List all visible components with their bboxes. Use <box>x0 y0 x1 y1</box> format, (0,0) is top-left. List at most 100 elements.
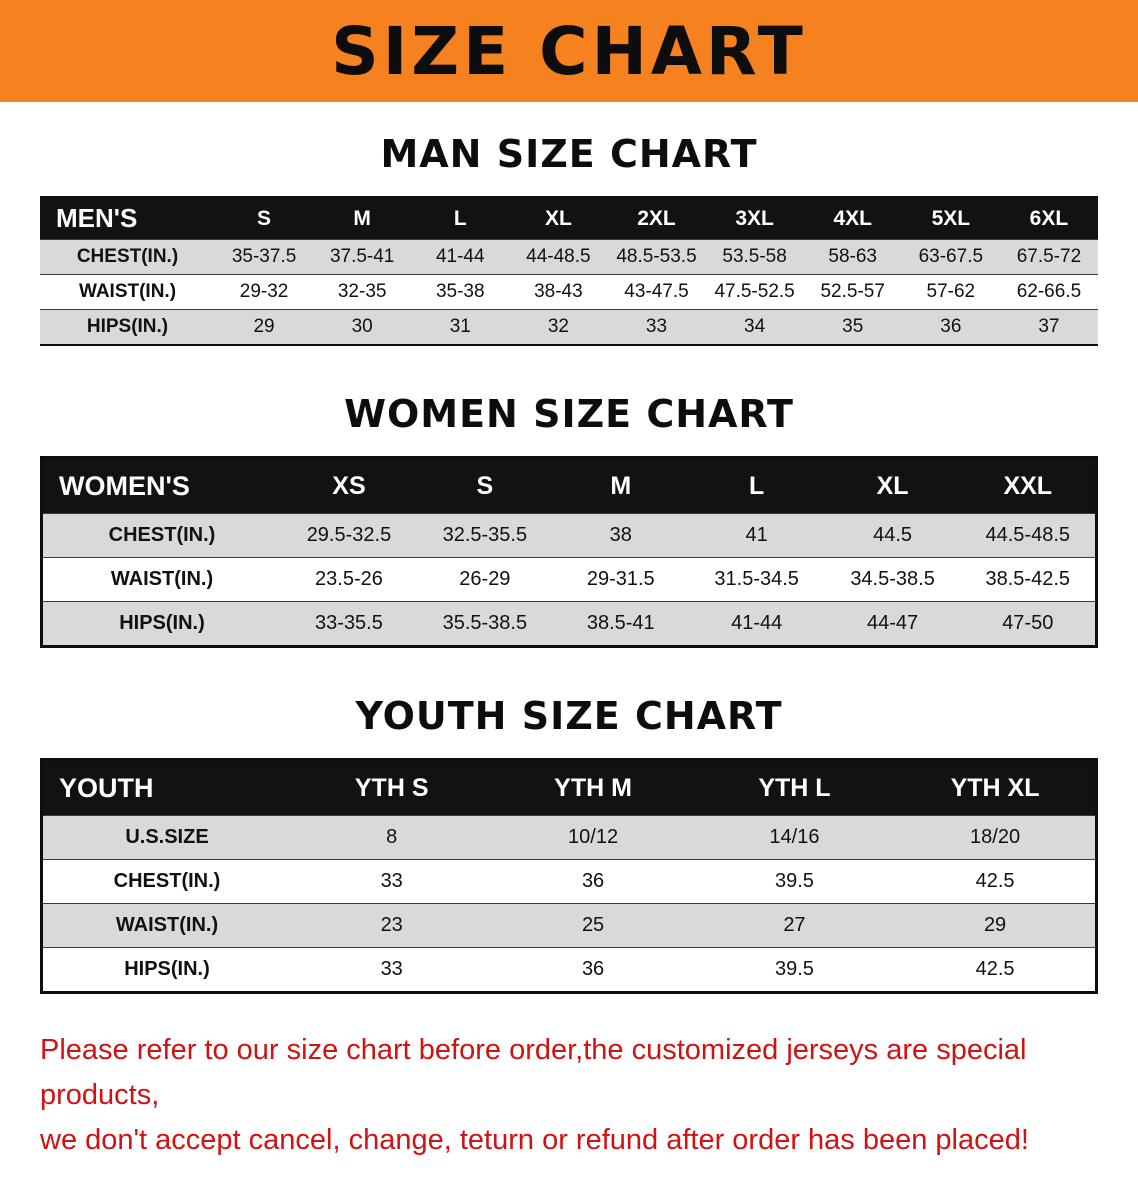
value-cell: 48.5-53.5 <box>607 239 706 275</box>
value-cell: 33 <box>607 309 706 345</box>
table-row: CHEST(IN.) 33 36 39.5 42.5 <box>41 859 1097 904</box>
value-cell: 29.5-32.5 <box>281 513 417 558</box>
value-cell: 25 <box>492 903 694 948</box>
value-cell: 30 <box>313 309 412 345</box>
value-cell: 34 <box>705 309 804 345</box>
size-chart-banner: SIZE CHART <box>0 0 1138 102</box>
value-cell: 8 <box>291 815 493 860</box>
value-cell: 37.5-41 <box>313 239 412 275</box>
value-cell: 35 <box>803 309 902 345</box>
size-header-cell: 3XL <box>705 197 804 240</box>
row-label-cell: WAIST(IN.) <box>40 274 215 310</box>
row-label-cell: HIPS(IN.) <box>41 601 281 647</box>
value-cell: 53.5-58 <box>705 239 804 275</box>
row-label-cell: CHEST(IN.) <box>41 513 281 558</box>
table-row: WAIST(IN.) 23.5-26 26-29 29-31.5 31.5-34.5 34… <box>41 557 1097 602</box>
value-cell: 38.5-41 <box>552 601 689 647</box>
value-cell: 31 <box>411 309 510 345</box>
value-cell: 35-37.5 <box>215 239 314 275</box>
row-label-cell: CHEST(IN.) <box>41 859 291 904</box>
size-header-cell: XL <box>824 457 961 514</box>
section-heading: WOMEN SIZE CHART <box>344 392 794 436</box>
value-cell: 43-47.5 <box>607 274 706 310</box>
value-cell: 38 <box>552 513 689 558</box>
value-cell: 62-66.5 <box>999 274 1098 310</box>
size-header-cell: L <box>411 197 510 240</box>
size-header-cell: XS <box>281 457 417 514</box>
size-header-cell: M <box>313 197 412 240</box>
value-cell: 39.5 <box>693 947 896 993</box>
value-cell: 32 <box>509 309 608 345</box>
size-header-cell: S <box>416 457 553 514</box>
order-policy-note: Please refer to our size chart before or… <box>0 1028 1138 1163</box>
value-cell: 42.5 <box>895 947 1097 993</box>
value-cell: 41-44 <box>411 239 510 275</box>
value-cell: 58-63 <box>803 239 902 275</box>
value-cell: 67.5-72 <box>999 239 1098 275</box>
size-chart-section: YOUTH SIZE CHART YOUTH YTH S YTH M YTH L YTH … <box>0 694 1138 994</box>
size-header-cell: XXL <box>960 457 1097 514</box>
value-cell: 33 <box>291 947 493 993</box>
value-cell: 23 <box>291 903 493 948</box>
row-label-cell: HIPS(IN.) <box>40 309 215 345</box>
value-cell: 14/16 <box>693 815 896 860</box>
table-header-row: YOUTH YTH S YTH M YTH L YTH XL <box>41 759 1097 816</box>
size-table: YOUTH YTH S YTH M YTH L YTH XL U.S.SIZE 8 10/12… <box>40 758 1098 994</box>
size-header-cell: 6XL <box>999 197 1098 240</box>
row-label-cell: WAIST(IN.) <box>41 903 291 948</box>
value-cell: 29 <box>215 309 314 345</box>
value-cell: 32.5-35.5 <box>416 513 553 558</box>
size-header-cell: YTH M <box>492 759 694 816</box>
size-table: WOMEN'S XS S M L XL XXL CHEST(IN.) 29.5-32.5 32.5… <box>40 456 1098 648</box>
value-cell: 41 <box>688 513 825 558</box>
size-header-cell: YTH L <box>693 759 896 816</box>
value-cell: 29-31.5 <box>552 557 689 602</box>
value-cell: 38.5-42.5 <box>960 557 1097 602</box>
value-cell: 47-50 <box>960 601 1097 647</box>
table-row: CHEST(IN.) 29.5-32.5 32.5-35.5 38 41 44.5 44.5… <box>41 513 1097 558</box>
value-cell: 29-32 <box>215 274 314 310</box>
value-cell: 39.5 <box>693 859 896 904</box>
size-header-cell: XL <box>509 197 608 240</box>
value-cell: 44-47 <box>824 601 961 647</box>
value-cell: 36 <box>492 947 694 993</box>
value-cell: 33 <box>291 859 493 904</box>
row-label-cell: WAIST(IN.) <box>41 557 281 602</box>
value-cell: 63-67.5 <box>901 239 1000 275</box>
table-header-row: WOMEN'S XS S M L XL XXL <box>41 457 1097 514</box>
size-table: MEN'S S M L XL 2XL 3XL 4XL 5XL 6XL CHEST(IN.) 35-37… <box>40 196 1098 346</box>
value-cell: 29 <box>895 903 1097 948</box>
value-cell: 36 <box>901 309 1000 345</box>
value-cell: 57-62 <box>901 274 1000 310</box>
size-header-cell: 4XL <box>803 197 902 240</box>
value-cell: 44-48.5 <box>509 239 608 275</box>
value-cell: 37 <box>999 309 1098 345</box>
value-cell: 41-44 <box>688 601 825 647</box>
table-row: CHEST(IN.) 35-37.5 37.5-41 41-44 44-48.5 48.5… <box>40 239 1098 275</box>
size-header-cell: S <box>215 197 314 240</box>
value-cell: 34.5-38.5 <box>824 557 961 602</box>
order-policy-line-2: we don't accept cancel, change, teturn o… <box>40 1123 1029 1156</box>
page-title: SIZE CHART <box>331 12 807 90</box>
size-header-cell: YTH S <box>291 759 493 816</box>
section-heading: MAN SIZE CHART <box>380 132 758 176</box>
table-header-row: MEN'S S M L XL 2XL 3XL 4XL 5XL 6XL <box>40 197 1098 240</box>
table-title-cell: YOUTH <box>41 759 291 816</box>
value-cell: 32-35 <box>313 274 412 310</box>
order-policy-line-1: Please refer to our size chart before or… <box>40 1034 1027 1111</box>
table-title-cell: MEN'S <box>40 197 215 240</box>
table-row: WAIST(IN.) 29-32 32-35 35-38 38-43 43-47.5 47.… <box>40 274 1098 310</box>
value-cell: 35-38 <box>411 274 510 310</box>
table-row: WAIST(IN.) 23 25 27 29 <box>41 903 1097 948</box>
size-header-cell: M <box>552 457 689 514</box>
size-header-cell: YTH XL <box>895 759 1097 816</box>
size-chart-section: WOMEN SIZE CHART WOMEN'S XS S M L XL XXL CHEST(I… <box>0 392 1138 648</box>
value-cell: 33-35.5 <box>281 601 417 647</box>
table-row: HIPS(IN.) 29 30 31 32 33 34 35 36 37 <box>40 309 1098 345</box>
sections-container: MAN SIZE CHART MEN'S S M L XL 2XL 3XL 4XL 5XL 6XL C… <box>0 132 1138 994</box>
table-row: U.S.SIZE 8 10/12 14/16 18/20 <box>41 815 1097 860</box>
size-chart-section: MAN SIZE CHART MEN'S S M L XL 2XL 3XL 4XL 5XL 6XL C… <box>0 132 1138 346</box>
value-cell: 35.5-38.5 <box>416 601 553 647</box>
size-header-cell: L <box>688 457 825 514</box>
value-cell: 42.5 <box>895 859 1097 904</box>
